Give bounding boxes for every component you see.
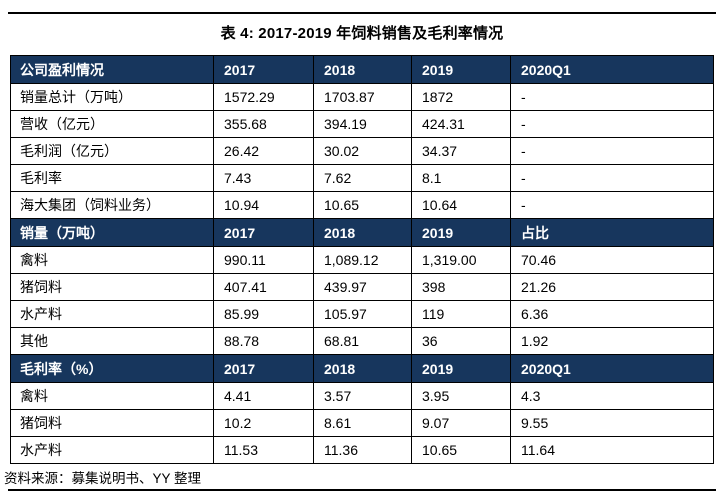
table-cell: 119 — [412, 301, 511, 328]
table-cell: 355.68 — [214, 111, 314, 138]
table-cell: 26.42 — [214, 138, 314, 165]
table-cell: 68.81 — [314, 328, 412, 355]
table-cell: 85.99 — [214, 301, 314, 328]
header-cell-sales-volume-2019: 2019 — [412, 219, 511, 247]
table-cell: 36 — [412, 328, 511, 355]
table-cell: 11.36 — [314, 437, 412, 464]
header-cell-gross-margin-label: 毛利率（%） — [11, 355, 214, 383]
table-cell: 7.62 — [314, 165, 412, 192]
table-title: 表 4: 2017-2019 年饲料销售及毛利率情况 — [220, 25, 504, 42]
table-cell: - — [511, 138, 714, 165]
table-cell: 1,089.12 — [314, 247, 412, 274]
table-cell: 70.46 — [511, 247, 714, 274]
table-cell: 990.11 — [214, 247, 314, 274]
table-cell: - — [511, 84, 714, 111]
table-cell: 9.55 — [511, 410, 714, 437]
row-label: 营收（亿元） — [11, 111, 214, 138]
row-label: 禽料 — [11, 383, 214, 410]
table-cell: - — [511, 111, 714, 138]
table-cell: 105.97 — [314, 301, 412, 328]
row-label: 毛利率 — [11, 165, 214, 192]
header-cell-gross-margin-2020Q1: 2020Q1 — [511, 355, 714, 383]
table-cell: 10.65 — [314, 192, 412, 219]
row-label: 猪饲料 — [11, 410, 214, 437]
header-cell-sales-volume-2017: 2017 — [214, 219, 314, 247]
header-cell-sales-volume-占比: 占比 — [511, 219, 714, 247]
table-cell: 1572.29 — [214, 84, 314, 111]
table-cell: 11.53 — [214, 437, 314, 464]
table-cell: 1703.87 — [314, 84, 412, 111]
table-cell: - — [511, 192, 714, 219]
header-cell-company-profit-2020Q1: 2020Q1 — [511, 56, 714, 84]
header-cell-sales-volume-label: 销量（万吨） — [11, 219, 214, 247]
table-cell: 9.07 — [412, 410, 511, 437]
source-note: 资料来源：募集说明书、YY 整理 — [4, 471, 202, 486]
row-label: 海大集团（饲料业务） — [11, 192, 214, 219]
row-label: 水产料 — [11, 437, 214, 464]
row-label: 猪饲料 — [11, 274, 214, 301]
row-label: 其他 — [11, 328, 214, 355]
table-cell: 394.19 — [314, 111, 412, 138]
table-cell: 424.31 — [412, 111, 511, 138]
table-cell: 8.61 — [314, 410, 412, 437]
header-cell-gross-margin-2018: 2018 — [314, 355, 412, 383]
table-cell: 407.41 — [214, 274, 314, 301]
table-cell: 10.2 — [214, 410, 314, 437]
table-cell: 10.94 — [214, 192, 314, 219]
table-cell: - — [511, 165, 714, 192]
table-cell: 398 — [412, 274, 511, 301]
table-cell: 3.57 — [314, 383, 412, 410]
header-cell-sales-volume-2018: 2018 — [314, 219, 412, 247]
table-cell: 8.1 — [412, 165, 511, 192]
header-cell-company-profit-2018: 2018 — [314, 56, 412, 84]
table-cell: 3.95 — [412, 383, 511, 410]
header-cell-gross-margin-2019: 2019 — [412, 355, 511, 383]
table-cell: 439.97 — [314, 274, 412, 301]
table-cell: 88.78 — [214, 328, 314, 355]
table-cell: 1.92 — [511, 328, 714, 355]
table-cell: 4.41 — [214, 383, 314, 410]
table-cell: 7.43 — [214, 165, 314, 192]
top-divider — [8, 12, 716, 14]
row-label: 禽料 — [11, 247, 214, 274]
row-label: 毛利润（亿元） — [11, 138, 214, 165]
table-cell: 6.36 — [511, 301, 714, 328]
table-cell: 34.37 — [412, 138, 511, 165]
table-cell: 30.02 — [314, 138, 412, 165]
table-cell: 1,319.00 — [412, 247, 511, 274]
header-cell-company-profit-2019: 2019 — [412, 56, 511, 84]
table-cell: 1872 — [412, 84, 511, 111]
header-cell-company-profit-2017: 2017 — [214, 56, 314, 84]
table-cell: 21.26 — [511, 274, 714, 301]
bottom-divider — [8, 489, 716, 491]
header-cell-company-profit-label: 公司盈利情况 — [11, 56, 214, 84]
header-cell-gross-margin-2017: 2017 — [214, 355, 314, 383]
table-cell: 10.64 — [412, 192, 511, 219]
feed-sales-table: 公司盈利情况 2017 2018 2019 2020Q1 销量总计（万吨） 1572.29 1… — [10, 55, 714, 464]
table-cell: 11.64 — [511, 437, 714, 464]
table-cell: 10.65 — [412, 437, 511, 464]
table-cell: 4.3 — [511, 383, 714, 410]
row-label: 水产料 — [11, 301, 214, 328]
row-label: 销量总计（万吨） — [11, 84, 214, 111]
